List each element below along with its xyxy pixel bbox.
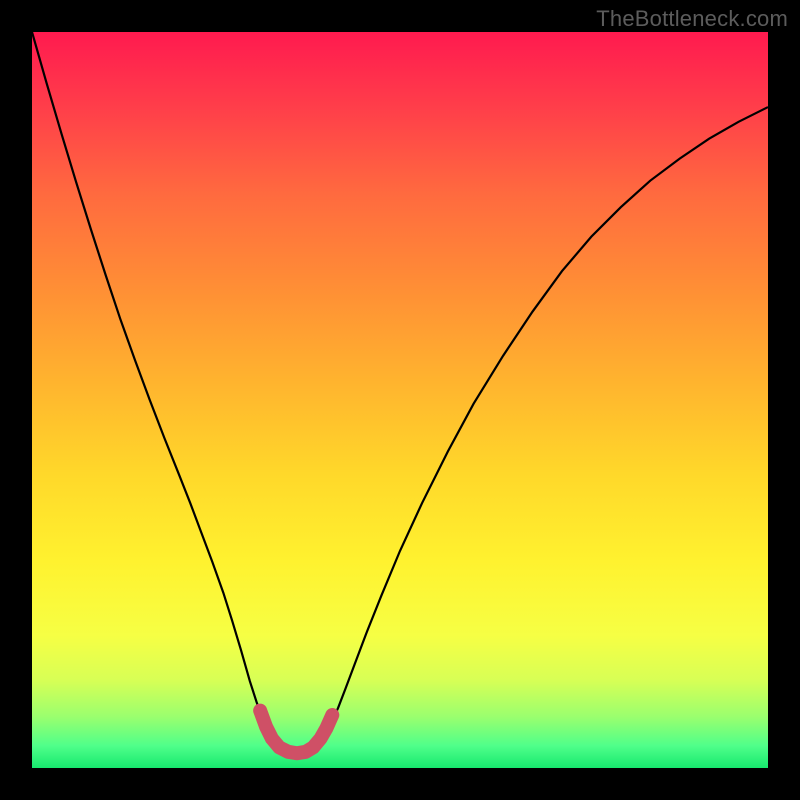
plot-area: [32, 32, 768, 768]
main-curve: [32, 32, 768, 753]
chart-container: TheBottleneck.com: [0, 0, 800, 800]
highlight-curve: [260, 711, 332, 754]
plot-curves-svg: [32, 32, 768, 768]
watermark-text: TheBottleneck.com: [596, 6, 788, 32]
